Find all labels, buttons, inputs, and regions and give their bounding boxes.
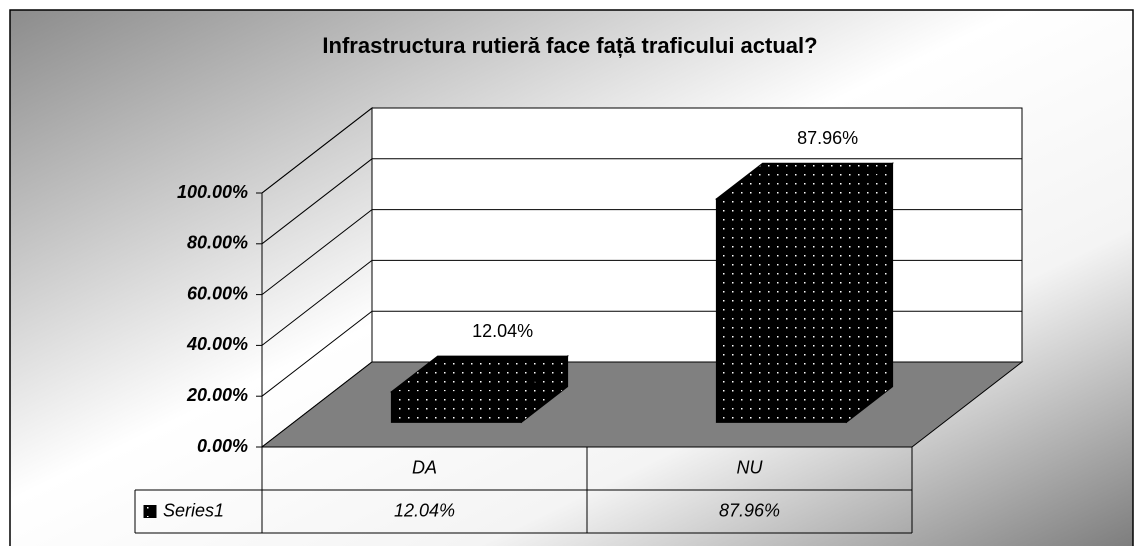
bar-side — [845, 162, 894, 424]
legend-label: Series1 — [163, 500, 224, 520]
data-label: 12.04% — [472, 321, 533, 341]
chart-title: Infrastructura rutieră face față traficu… — [322, 33, 817, 58]
table-value: 12.04% — [394, 500, 455, 520]
y-tick-label: 20.00% — [186, 385, 248, 405]
floor — [260, 361, 1024, 448]
back-wall — [371, 107, 1023, 363]
y-tick-label: 60.00% — [187, 283, 248, 303]
table-value: 87.96% — [719, 500, 780, 520]
bar-front — [715, 198, 847, 423]
y-tick-label: 80.00% — [187, 233, 248, 253]
x-tick-label: NU — [737, 457, 764, 477]
y-tick-label: 100.00% — [177, 182, 248, 202]
y-tick-label: 40.00% — [186, 334, 248, 354]
grid-line — [261, 158, 1022, 245]
legend-key — [143, 505, 157, 518]
bar-front — [390, 391, 522, 423]
x-tick-label: DA — [412, 457, 437, 477]
data-label: 87.96% — [797, 128, 858, 148]
y-tick-label: 0.00% — [197, 436, 248, 456]
grid-line — [261, 107, 1022, 194]
